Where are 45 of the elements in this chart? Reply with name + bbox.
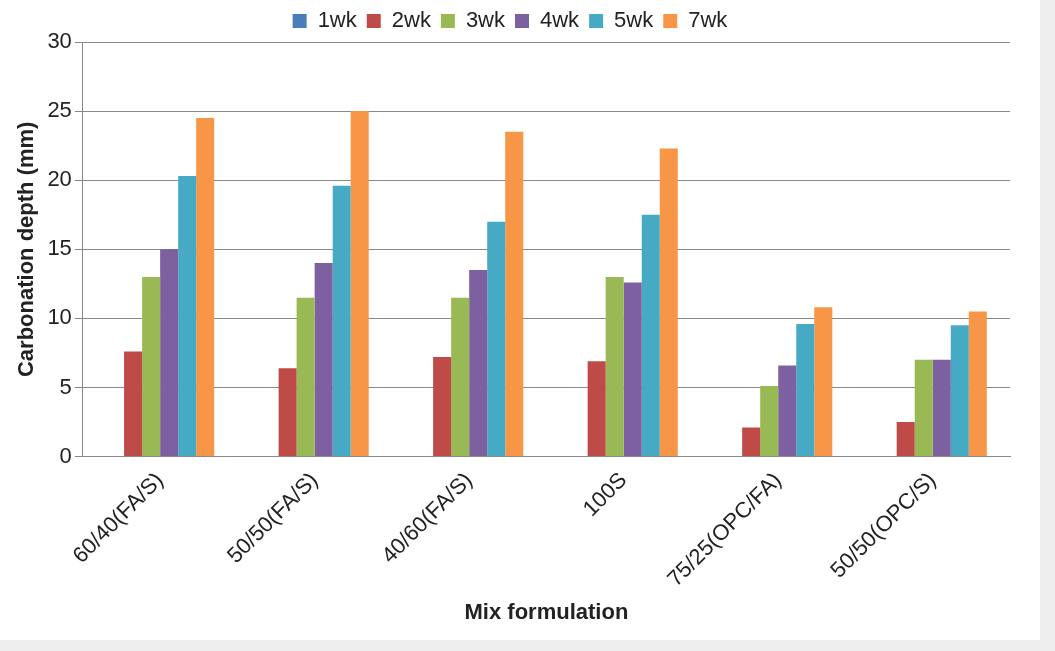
y-tick-label: 0 — [59, 442, 72, 468]
bar — [296, 297, 315, 457]
bar — [760, 386, 779, 457]
bar — [914, 359, 933, 457]
bar — [350, 111, 369, 457]
y-tick-label: 10 — [47, 304, 72, 330]
bar — [623, 282, 642, 457]
bar — [332, 185, 351, 457]
bar — [587, 361, 606, 457]
legend-label: 7wk — [688, 7, 729, 33]
bar — [641, 214, 660, 457]
bar — [796, 323, 815, 457]
bar — [433, 357, 452, 457]
bar — [778, 365, 797, 457]
bar — [469, 270, 488, 457]
bar — [124, 351, 143, 457]
bar — [659, 148, 678, 457]
bar — [278, 368, 297, 457]
bar — [814, 307, 833, 457]
legend-label: 4wk — [540, 7, 581, 33]
bar — [314, 263, 333, 457]
legend-label: 1wk — [317, 7, 358, 33]
y-tick-label: 25 — [47, 97, 72, 123]
bar — [968, 311, 987, 457]
x-axis-title: Mix formulation — [464, 598, 629, 624]
y-tick-label: 5 — [59, 373, 72, 399]
bar — [932, 359, 951, 457]
bar — [142, 276, 161, 457]
bar — [451, 297, 470, 457]
legend-label: 2wk — [391, 7, 432, 33]
legend-label: 5wk — [614, 7, 655, 33]
y-tick-label: 20 — [47, 166, 72, 192]
bar — [178, 176, 197, 457]
bar — [160, 249, 179, 457]
bar — [742, 427, 761, 457]
bar — [487, 221, 506, 457]
bar — [605, 276, 624, 457]
bar — [196, 118, 215, 457]
bar — [896, 422, 915, 457]
bar — [505, 131, 524, 457]
y-tick-label: 30 — [47, 28, 72, 54]
legend-label: 3wk — [465, 7, 506, 33]
bar — [950, 325, 969, 457]
y-axis-title: Carbonation depth (mm) — [13, 121, 39, 378]
y-tick-label: 15 — [47, 235, 72, 261]
